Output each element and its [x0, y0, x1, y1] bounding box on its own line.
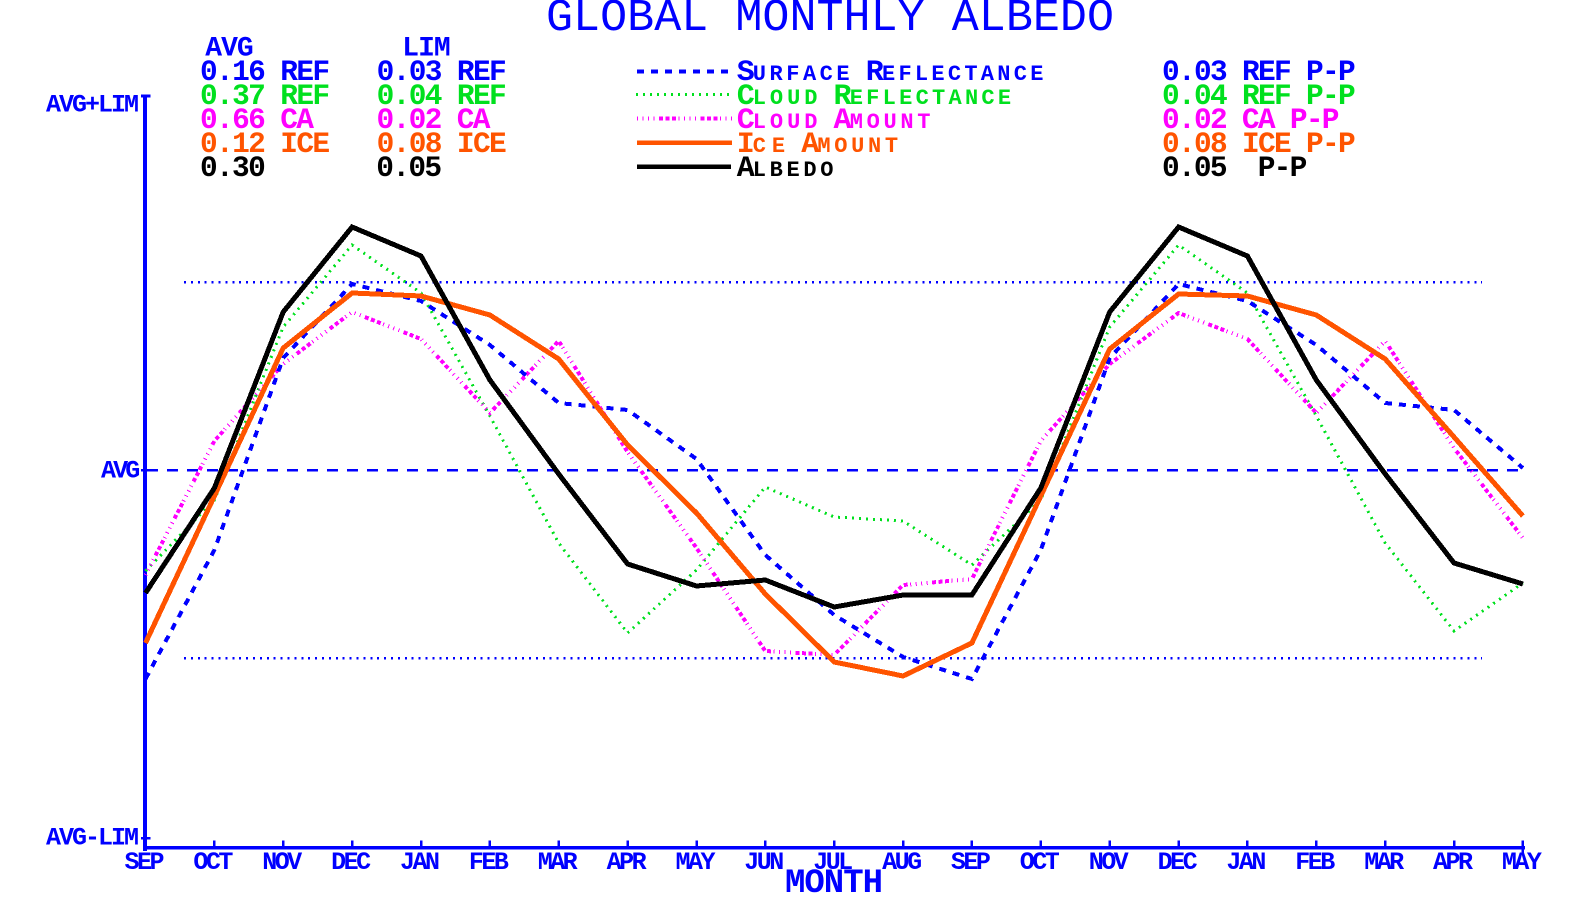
- svg-text:MONTH: MONTH: [785, 865, 883, 898]
- svg-text:FEB: FEB: [469, 848, 509, 877]
- svg-text:AVG: AVG: [101, 457, 140, 486]
- svg-text:JUL: JUL: [813, 848, 853, 877]
- svg-text:FEB: FEB: [1295, 848, 1335, 877]
- svg-text:NOV: NOV: [1089, 848, 1129, 877]
- svg-text:0.37 REF 0.04 REF: 0.37 REF 0.04 REF: [200, 79, 507, 113]
- svg-text:GLOBAL MONTHLY ALBEDO: GLOBAL MONTHLY ALBEDO: [546, 0, 1114, 44]
- svg-text:LIM: LIM: [402, 34, 450, 65]
- svg-text:S: S: [737, 56, 755, 90]
- svg-text:C: C: [737, 104, 755, 138]
- svg-text:SEP: SEP: [951, 848, 991, 877]
- svg-text:0.02 CA P-P: 0.02 CA P-P: [1162, 103, 1340, 137]
- svg-text:OCT: OCT: [193, 848, 233, 877]
- svg-text:MOUNT: MOUNT: [817, 134, 898, 159]
- svg-text:LBEDO: LBEDO: [753, 158, 834, 183]
- svg-text:AVG: AVG: [205, 34, 253, 65]
- svg-text:SEP: SEP: [125, 848, 165, 877]
- svg-text:R: R: [866, 56, 884, 90]
- svg-text:0.05 P-P: 0.05 P-P: [1162, 151, 1307, 185]
- svg-text:JUN: JUN: [744, 848, 784, 877]
- svg-text:I: I: [737, 128, 755, 162]
- svg-text:NOV: NOV: [262, 848, 302, 877]
- svg-text:MOUNT: MOUNT: [850, 110, 931, 135]
- svg-text:OCT: OCT: [1020, 848, 1060, 877]
- svg-text:0.30 0.05: 0.30 0.05: [200, 151, 442, 185]
- svg-text:APR: APR: [607, 848, 647, 877]
- svg-text:0.66 CA 0.02 CA: 0.66 CA 0.02 CA: [200, 103, 491, 137]
- svg-text:JAN: JAN: [400, 848, 440, 877]
- svg-text:AUG: AUG: [882, 848, 922, 877]
- svg-text:C: C: [737, 80, 755, 114]
- svg-text:0.08 ICE P-P: 0.08 ICE P-P: [1162, 127, 1356, 161]
- svg-text:A: A: [737, 152, 755, 186]
- svg-text:MAY: MAY: [1502, 848, 1542, 877]
- svg-text:AVG+LIM: AVG+LIM: [46, 91, 139, 120]
- svg-text:AVG-LIM: AVG-LIM: [46, 824, 139, 853]
- svg-text:MAY: MAY: [676, 848, 716, 877]
- svg-text:MAR: MAR: [538, 848, 578, 877]
- svg-text:APR: APR: [1433, 848, 1473, 877]
- svg-text:MAR: MAR: [1364, 848, 1404, 877]
- svg-text:DEC: DEC: [1158, 848, 1198, 877]
- svg-text:A: A: [834, 104, 852, 138]
- svg-text:JAN: JAN: [1226, 848, 1266, 877]
- svg-text:R: R: [834, 80, 852, 114]
- svg-text:0.16 REF 0.03 REF: 0.16 REF 0.03 REF: [200, 55, 507, 89]
- svg-text:A: A: [801, 128, 819, 162]
- svg-text:DEC: DEC: [331, 848, 371, 877]
- svg-text:0.03 REF P-P: 0.03 REF P-P: [1162, 55, 1356, 89]
- svg-text:0.04 REF P-P: 0.04 REF P-P: [1162, 79, 1356, 113]
- svg-text:0.12 ICE 0.08 ICE: 0.12 ICE 0.08 ICE: [200, 127, 507, 161]
